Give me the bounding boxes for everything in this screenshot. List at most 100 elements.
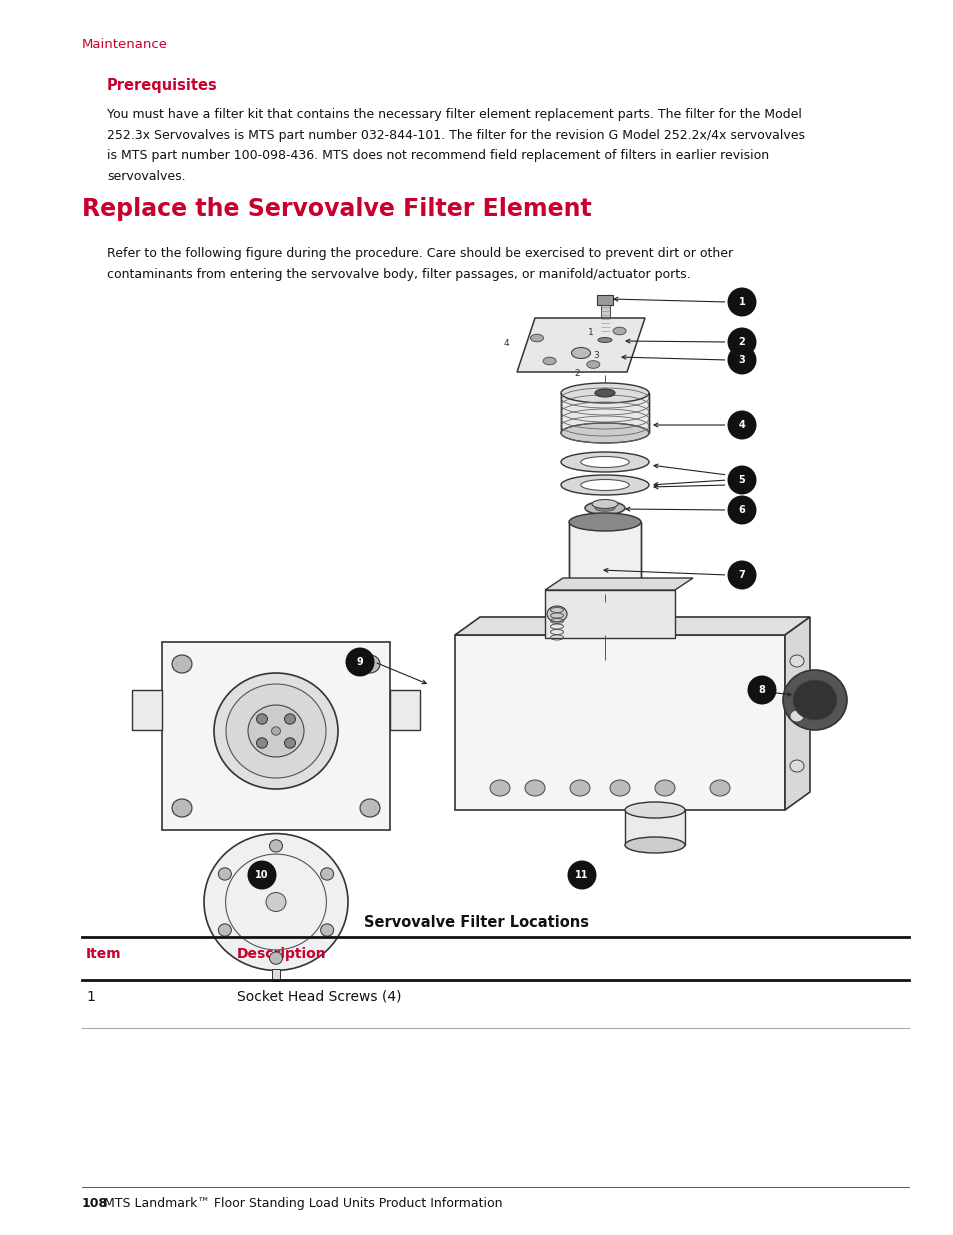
- Ellipse shape: [571, 347, 590, 358]
- Ellipse shape: [320, 924, 334, 936]
- Ellipse shape: [595, 505, 615, 511]
- Circle shape: [727, 495, 756, 525]
- Ellipse shape: [256, 714, 267, 724]
- Ellipse shape: [655, 781, 675, 797]
- Text: 252.3x Servovalves is MTS part number 032-844-101. The filter for the revision G: 252.3x Servovalves is MTS part number 03…: [107, 128, 804, 142]
- Ellipse shape: [524, 781, 544, 797]
- Polygon shape: [784, 618, 809, 810]
- Ellipse shape: [359, 799, 379, 818]
- Circle shape: [747, 676, 776, 704]
- Bar: [390, 690, 419, 730]
- Ellipse shape: [782, 671, 846, 730]
- Ellipse shape: [792, 680, 836, 720]
- Bar: [597, 295, 613, 305]
- Ellipse shape: [592, 499, 618, 509]
- Ellipse shape: [613, 327, 625, 335]
- Ellipse shape: [789, 655, 803, 667]
- Ellipse shape: [284, 737, 295, 748]
- Ellipse shape: [624, 802, 684, 818]
- Text: 4: 4: [738, 420, 744, 430]
- Ellipse shape: [595, 389, 615, 396]
- Circle shape: [727, 410, 756, 440]
- Ellipse shape: [226, 684, 326, 778]
- Ellipse shape: [789, 760, 803, 772]
- Ellipse shape: [546, 606, 566, 622]
- Ellipse shape: [266, 893, 286, 911]
- Bar: [455, 635, 784, 810]
- Text: 11: 11: [575, 869, 588, 881]
- Text: 4: 4: [503, 338, 509, 348]
- Text: Maintenance: Maintenance: [82, 38, 168, 51]
- Ellipse shape: [248, 705, 304, 757]
- Ellipse shape: [269, 952, 282, 965]
- Ellipse shape: [320, 868, 334, 881]
- Circle shape: [727, 466, 756, 494]
- Text: 2: 2: [738, 337, 744, 347]
- Ellipse shape: [172, 655, 192, 673]
- Text: 1: 1: [86, 990, 94, 1004]
- Text: contaminants from entering the servovalve body, filter passages, or manifold/act: contaminants from entering the servovalv…: [107, 268, 690, 280]
- Text: 1: 1: [587, 329, 593, 337]
- Bar: [624, 810, 684, 845]
- Circle shape: [247, 861, 276, 889]
- Ellipse shape: [568, 585, 640, 603]
- Ellipse shape: [560, 475, 648, 495]
- Text: Description: Description: [236, 947, 326, 961]
- Circle shape: [727, 346, 756, 374]
- Text: Socket Head Screws (4): Socket Head Screws (4): [236, 990, 401, 1004]
- Ellipse shape: [580, 457, 629, 468]
- Bar: [544, 590, 675, 638]
- Ellipse shape: [490, 781, 510, 797]
- Polygon shape: [544, 578, 692, 590]
- Bar: [599, 305, 609, 333]
- Circle shape: [345, 647, 375, 677]
- Bar: [568, 522, 640, 594]
- Text: Prerequisites: Prerequisites: [107, 78, 217, 93]
- Text: 3: 3: [738, 354, 744, 366]
- Text: Servovalve Filter Locations: Servovalve Filter Locations: [364, 915, 589, 930]
- Ellipse shape: [584, 501, 624, 515]
- Circle shape: [567, 861, 596, 889]
- Text: MTS Landmark™ Floor Standing Load Units Product Information: MTS Landmark™ Floor Standing Load Units …: [104, 1197, 502, 1210]
- Ellipse shape: [568, 513, 640, 531]
- Polygon shape: [517, 317, 644, 372]
- Ellipse shape: [542, 357, 556, 364]
- Text: You must have a filter kit that contains the necessary filter element replacemen: You must have a filter kit that contains…: [107, 107, 801, 121]
- Text: 9: 9: [356, 657, 363, 667]
- Text: Item: Item: [86, 947, 121, 961]
- Text: 2: 2: [574, 369, 579, 378]
- Circle shape: [727, 561, 756, 589]
- Ellipse shape: [598, 337, 612, 342]
- Text: servovalves.: servovalves.: [107, 169, 186, 183]
- Ellipse shape: [218, 924, 232, 936]
- Text: 1: 1: [738, 296, 744, 308]
- Text: 6: 6: [738, 505, 744, 515]
- Ellipse shape: [256, 737, 267, 748]
- Text: 10: 10: [255, 869, 269, 881]
- Ellipse shape: [269, 840, 282, 852]
- Ellipse shape: [560, 452, 648, 472]
- Text: is MTS part number 100-098-436. MTS does not recommend field replacement of filt: is MTS part number 100-098-436. MTS does…: [107, 149, 768, 162]
- Ellipse shape: [588, 335, 620, 346]
- Ellipse shape: [530, 335, 543, 342]
- Circle shape: [727, 327, 756, 357]
- Ellipse shape: [218, 868, 232, 881]
- Ellipse shape: [789, 710, 803, 722]
- Ellipse shape: [569, 781, 589, 797]
- Ellipse shape: [624, 837, 684, 853]
- Text: Replace the Servovalve Filter Element: Replace the Servovalve Filter Element: [82, 198, 591, 221]
- Ellipse shape: [172, 799, 192, 818]
- Ellipse shape: [586, 361, 599, 368]
- Text: 108: 108: [82, 1197, 108, 1210]
- Ellipse shape: [560, 424, 648, 443]
- Ellipse shape: [284, 714, 295, 724]
- Polygon shape: [455, 618, 809, 635]
- Ellipse shape: [359, 655, 379, 673]
- Ellipse shape: [213, 673, 337, 789]
- Text: 7: 7: [738, 571, 744, 580]
- Bar: [132, 690, 162, 730]
- Ellipse shape: [272, 727, 280, 735]
- Ellipse shape: [204, 834, 348, 971]
- Ellipse shape: [609, 781, 629, 797]
- Text: 8: 8: [758, 685, 764, 695]
